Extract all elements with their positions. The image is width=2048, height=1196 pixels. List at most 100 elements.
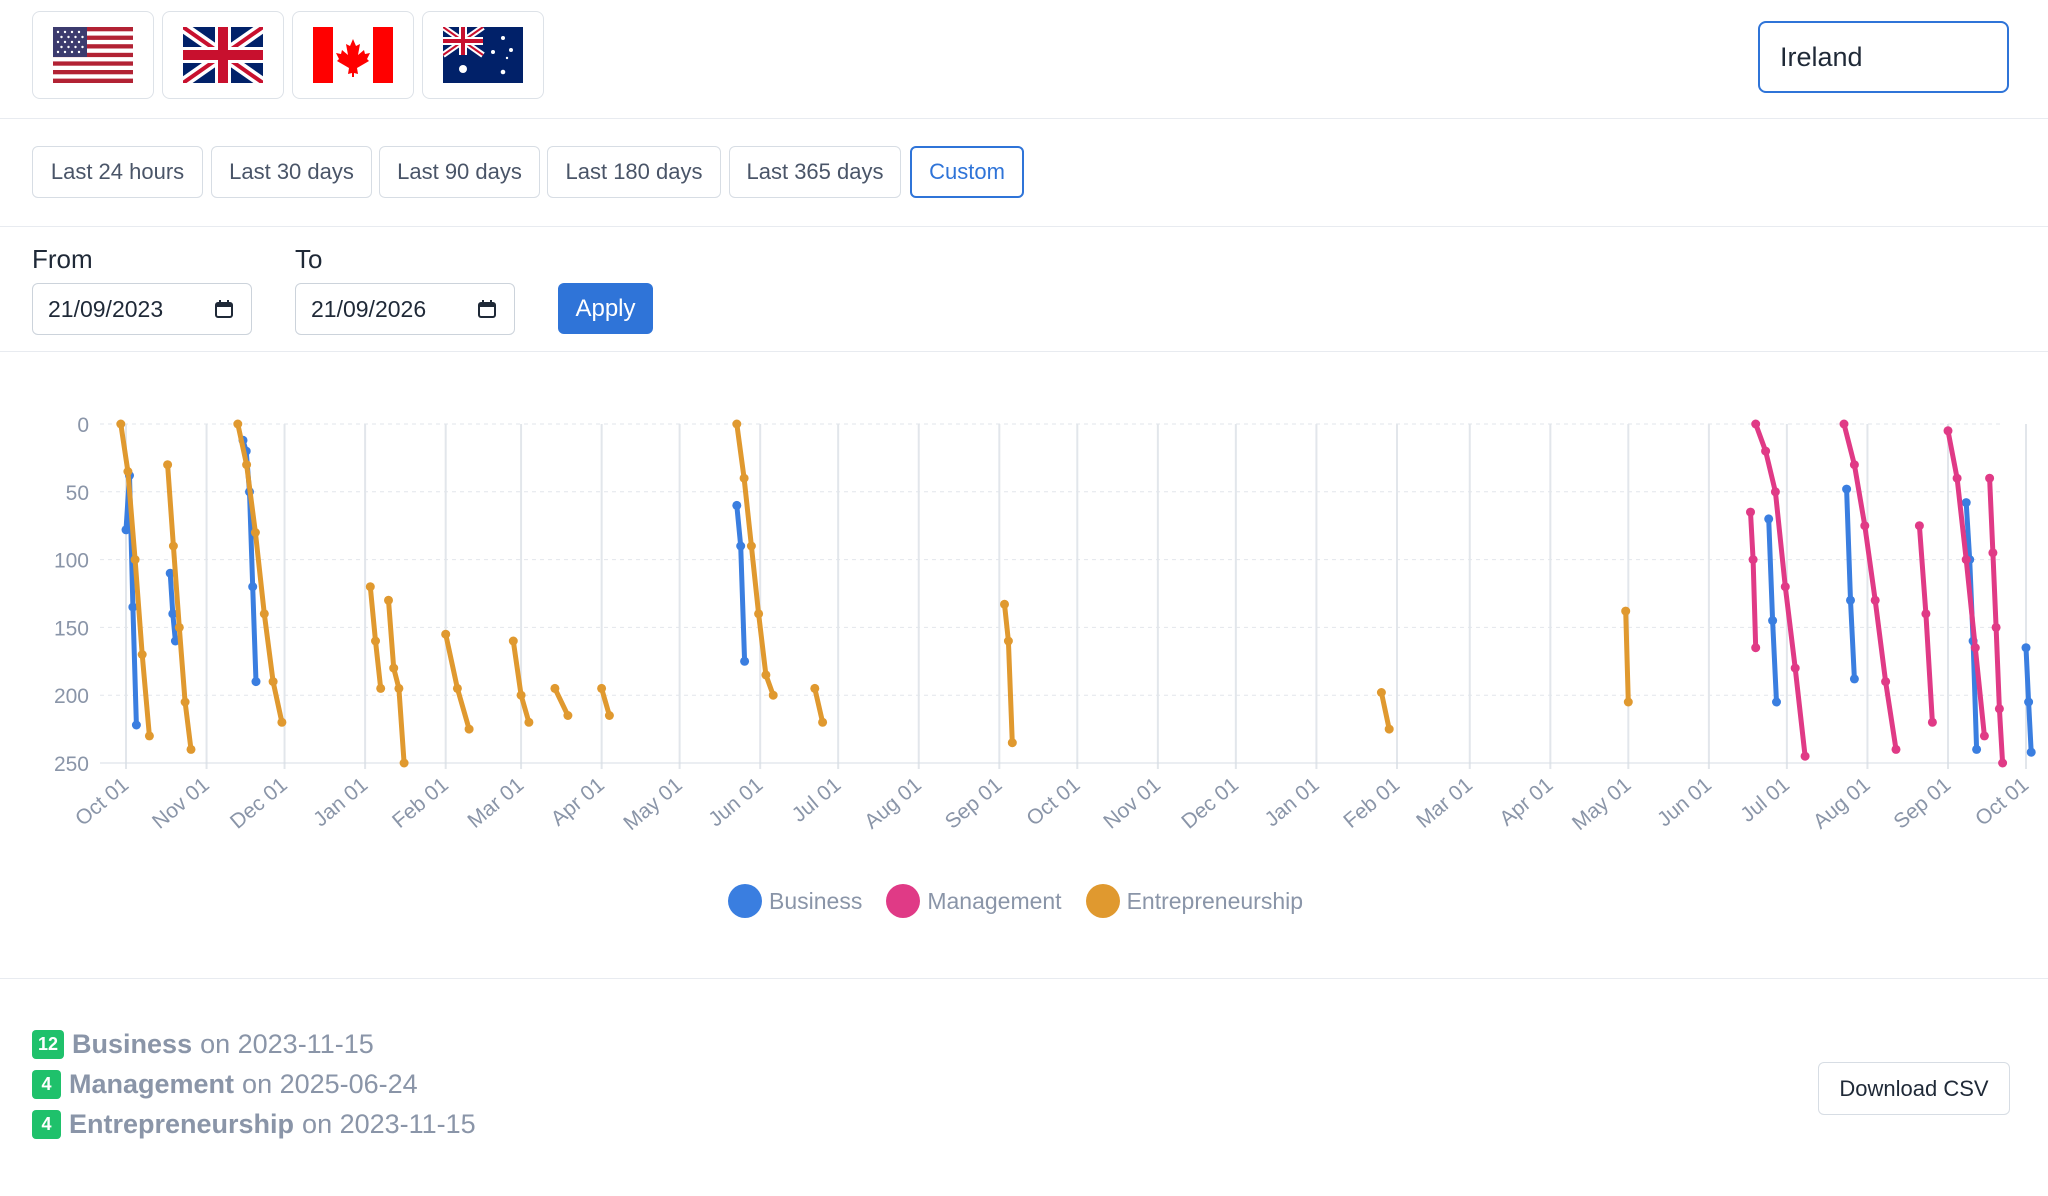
data-point[interactable] [1881,677,1891,687]
data-point[interactable] [1860,521,1870,531]
legend-item-business[interactable]: Business [728,884,862,918]
data-point[interactable] [768,690,778,700]
range-button-365d[interactable]: Last 365 days [729,146,901,198]
data-point[interactable] [399,758,409,768]
data-point[interactable] [1768,616,1778,626]
data-point[interactable] [1952,473,1962,483]
uk-flag-button[interactable] [162,11,284,99]
data-point[interactable] [1000,599,1009,609]
legend-item-entrepreneurship[interactable]: Entrepreneurship [1085,884,1303,918]
apply-button[interactable]: Apply [558,283,653,334]
legend-item-management[interactable]: Management [886,884,1062,918]
data-point[interactable] [508,636,518,646]
data-point[interactable] [250,528,260,537]
data-point[interactable] [384,595,393,605]
data-point[interactable] [1751,643,1761,653]
data-point[interactable] [604,711,614,720]
to-date-input[interactable]: 21/09/2026 [295,283,515,335]
data-point[interactable] [251,677,261,687]
data-point[interactable] [597,683,607,693]
data-point[interactable] [810,683,820,693]
data-point[interactable] [1943,426,1953,436]
data-point[interactable] [1985,473,1995,483]
data-point[interactable] [121,525,131,535]
data-point[interactable] [389,663,399,673]
data-point[interactable] [1780,582,1790,592]
data-point[interactable] [818,717,828,727]
data-point[interactable] [1988,548,1998,558]
data-point[interactable] [144,731,154,741]
data-point[interactable] [1891,744,1901,754]
data-point[interactable] [2024,697,2034,707]
australia-flag-button[interactable] [422,11,544,99]
data-point[interactable] [170,636,180,646]
data-point[interactable] [277,717,287,727]
data-point[interactable] [130,555,140,565]
data-point[interactable] [1839,419,1849,429]
country-input[interactable] [1758,21,2009,93]
data-point[interactable] [516,690,526,700]
data-point[interactable] [168,541,178,551]
data-point[interactable] [1003,636,1013,646]
data-point[interactable] [1621,606,1631,616]
data-point[interactable] [1007,738,1017,748]
data-point[interactable] [1994,704,2004,714]
data-point[interactable] [123,467,133,476]
data-point[interactable] [732,500,742,510]
range-button-30d[interactable]: Last 30 days [211,146,372,198]
data-point[interactable] [1927,717,1937,727]
data-point[interactable] [394,683,404,693]
data-point[interactable] [761,670,771,680]
download-csv-button[interactable]: Download CSV [1818,1062,2010,1115]
data-point[interactable] [1384,724,1394,734]
data-point[interactable] [168,609,178,619]
data-point[interactable] [1623,697,1633,707]
from-date-input[interactable]: 21/09/2023 [32,283,252,335]
data-point[interactable] [137,650,147,659]
data-point[interactable] [1849,674,1859,684]
data-point[interactable] [1748,555,1758,565]
data-point[interactable] [1846,595,1855,605]
data-point[interactable] [452,683,462,693]
data-point[interactable] [1970,643,1980,653]
data-point[interactable] [1376,688,1386,697]
data-point[interactable] [736,541,746,551]
data-point[interactable] [1772,697,1781,707]
data-point[interactable] [1761,446,1771,456]
data-point[interactable] [365,582,375,592]
data-point[interactable] [1751,419,1761,429]
data-point[interactable] [1790,663,1800,673]
data-point[interactable] [746,541,756,551]
data-point[interactable] [1921,609,1931,619]
data-point[interactable] [1770,487,1780,497]
data-point[interactable] [739,473,749,483]
data-point[interactable] [268,677,278,687]
data-point[interactable] [740,656,750,666]
data-point[interactable] [1979,731,1989,741]
data-point[interactable] [1972,744,1982,754]
data-point[interactable] [371,636,380,646]
data-point[interactable] [128,602,138,612]
data-point[interactable] [1998,758,2008,768]
canada-flag-button[interactable] [292,11,414,99]
data-point[interactable] [1764,514,1774,524]
data-point[interactable] [2021,643,2031,653]
data-point[interactable] [1800,751,1810,761]
data-point[interactable] [1914,521,1924,531]
data-point[interactable] [441,629,451,639]
data-point[interactable] [1961,555,1971,565]
data-point[interactable] [550,683,560,693]
data-point[interactable] [1849,460,1859,470]
data-point[interactable] [524,717,534,727]
range-button-90d[interactable]: Last 90 days [379,146,540,198]
range-button-custom[interactable]: Custom [910,146,1024,198]
data-point[interactable] [248,582,258,592]
data-point[interactable] [174,622,184,632]
data-point[interactable] [464,724,474,734]
calendar-icon[interactable] [215,300,233,318]
data-point[interactable] [131,720,141,730]
data-point[interactable] [165,568,175,578]
data-point[interactable] [1746,507,1755,517]
us-flag-button[interactable] [32,11,154,99]
data-point[interactable] [1842,484,1852,494]
